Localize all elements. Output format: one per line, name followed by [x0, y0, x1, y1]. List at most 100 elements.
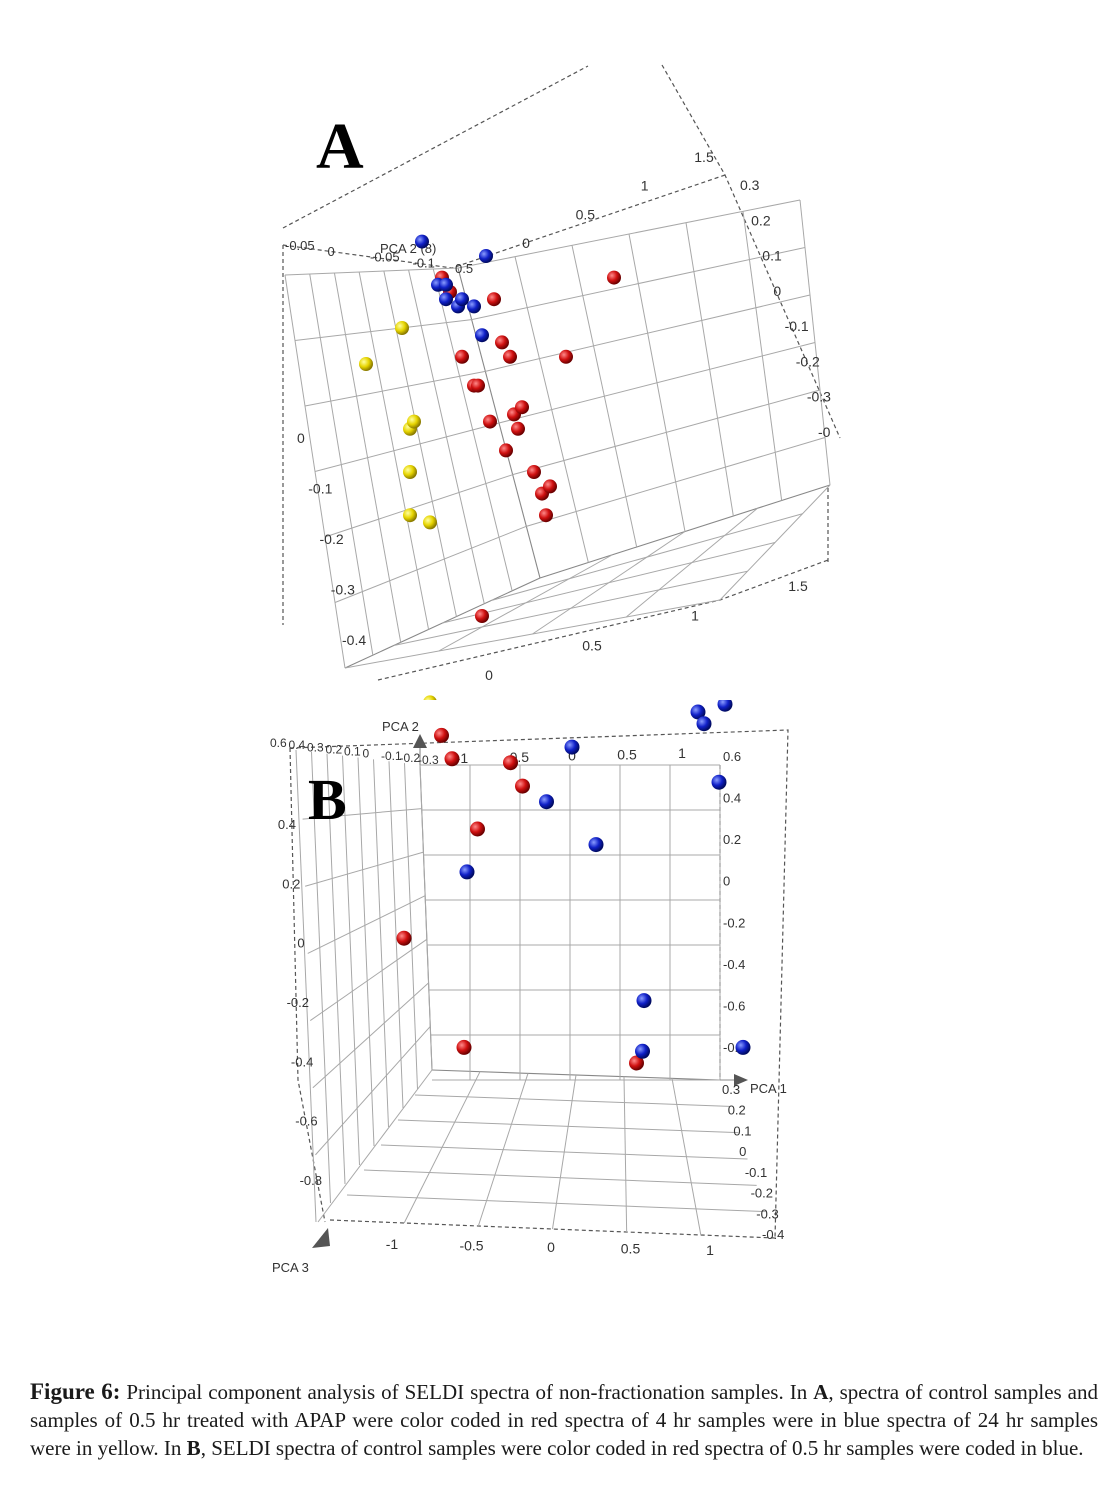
b-tick-topleft-8: -0.3 — [418, 753, 439, 767]
a-tick-top-3: 1.5 — [694, 149, 714, 165]
b-point-s0-0 — [434, 727, 449, 743]
a-point-s0-8 — [499, 443, 513, 458]
a-point-s0-4 — [471, 378, 485, 393]
b-tick-top-3: 0.5 — [617, 746, 637, 762]
b-grid-left-v-4 — [357, 757, 375, 1147]
b-point-s0-6 — [456, 1039, 472, 1055]
a-tick-right-2: 0.1 — [762, 248, 782, 264]
b-grid-left-v-8 — [419, 764, 433, 1071]
a-point-s1-8 — [479, 249, 493, 263]
grid-back-v-3 — [628, 233, 686, 532]
b-tick-topleft-7: -0.2 — [400, 751, 421, 765]
b-tick-bottom-0: -1 — [386, 1236, 399, 1252]
box-edge-bottom — [377, 559, 829, 681]
caption-text-1: Principal component analysis of SELDI sp… — [120, 1380, 814, 1404]
b-point-s0-3 — [515, 778, 530, 794]
a-tick-topleft-2: -0.05 — [370, 250, 400, 265]
b-tick-bottom-4: 1 — [706, 1242, 714, 1258]
b-grid-left-v-3 — [342, 755, 360, 1166]
b-grid-floor-b-5 — [346, 1194, 766, 1213]
a-point-s1-6 — [467, 299, 481, 314]
b-grid-left-h-2 — [305, 851, 424, 887]
a-point-s0-17 — [559, 349, 573, 364]
b-grid-floor-b-4 — [363, 1169, 757, 1186]
a-point-s2-5 — [403, 508, 417, 523]
b-grid-left-v-2 — [326, 753, 346, 1185]
panel-label-b: B — [308, 767, 347, 832]
a-point-s2-3 — [407, 414, 421, 429]
b-tick-bottom-3: 0.5 — [621, 1241, 641, 1257]
b-point-s0-4 — [470, 821, 485, 837]
b-arrow-pca3-icon — [312, 1228, 330, 1248]
b-grid-left-h-6 — [315, 1026, 431, 1156]
b-tick-topleft-1: 0.4 — [289, 738, 306, 752]
a-tick-topleft-4: 0.5 — [455, 261, 473, 276]
b-point-s1-1 — [564, 739, 580, 755]
grid-left-h-2 — [324, 474, 513, 538]
a-point-s0-5 — [483, 414, 497, 429]
axis-label-pca3-b: PCA 3 — [272, 1260, 309, 1275]
b-tick-right-0: 0.6 — [723, 749, 741, 764]
b-tick-topleft-4: 0.1 — [344, 745, 361, 759]
b-tick-left-4: -0.4 — [291, 1054, 313, 1069]
grid-left-h-3 — [314, 422, 500, 472]
b-grid-floor-b-1 — [414, 1094, 730, 1107]
a-point-s0-13 — [527, 465, 541, 479]
axis-label-pca1-b: PCA 1 — [750, 1081, 787, 1096]
a-point-s0-7 — [495, 335, 509, 350]
a-point-s1-0 — [415, 234, 429, 249]
b-tick-left-3: -0.2 — [287, 995, 309, 1010]
a-tick-top-2: 1 — [641, 178, 649, 194]
b-box-edge-left — [289, 747, 326, 1223]
b-grid-left-v-0 — [295, 749, 317, 1223]
b-point-s1-11 — [735, 1039, 751, 1055]
grid-back-v-2 — [571, 245, 638, 548]
b-grid-left-h-3 — [307, 895, 426, 954]
a-tick-left-0: 0 — [297, 430, 305, 446]
b-point-s1-9 — [717, 700, 733, 712]
a-point-s0-15 — [539, 508, 553, 523]
a-tick-right-4: -0.1 — [785, 318, 809, 334]
a-point-s2-6 — [423, 515, 437, 530]
b-grid-left-h-5 — [312, 982, 429, 1089]
pca-chart-b: 0.40.20-0.2-0.4-0.6-0.80.6 0.4 0.3 0.2 0.1 0-… — [270, 700, 789, 1275]
b-point-s1-2 — [539, 794, 554, 810]
a-tick-right-0: 0.3 — [740, 177, 760, 193]
b-tick-bottom-1: -0.5 — [459, 1238, 483, 1254]
a-tick-left-3: -0.3 — [331, 582, 355, 598]
b-point-s1-5 — [636, 993, 652, 1009]
a-tick-topleft-0: -0.05 — [285, 238, 315, 253]
a-tick-top-1: 0.5 — [576, 206, 596, 222]
b-tick-rightdepth-5: -0.2 — [751, 1186, 773, 1201]
a-tick-left-1: -0.1 — [308, 481, 332, 497]
b-grid-left-h-1 — [302, 808, 422, 820]
grid-floor-b-2 — [442, 542, 776, 624]
a-tick-topleft-1: 0 — [328, 244, 335, 259]
box-edge-back — [282, 174, 726, 269]
a-point-s1-7 — [475, 328, 489, 343]
a-tick-bottom-3: 1.5 — [788, 578, 808, 594]
caption-bold-b: B — [186, 1436, 201, 1460]
a-point-s0-16 — [543, 479, 557, 494]
b-tick-topleft-5: 0 — [363, 747, 370, 761]
panel-label-a: A — [316, 110, 364, 183]
b-point-s0-1 — [444, 751, 460, 767]
axis-label-pca2-b: PCA 2 — [382, 719, 419, 734]
b-grid-left-v-5 — [373, 759, 389, 1128]
a-tick-bottom-0: 0 — [485, 667, 493, 683]
b-tick-right-5: -0.4 — [723, 957, 745, 972]
a-point-s0-18 — [607, 270, 621, 285]
b-grid-left-h-7 — [317, 1069, 433, 1223]
grid-floor-b-1 — [491, 513, 803, 601]
a-point-s2-7 — [423, 695, 437, 700]
a-point-s2-4 — [403, 465, 417, 479]
grid-floor-b-4 — [344, 599, 721, 669]
a-tick-right-5: -0.2 — [796, 353, 820, 369]
b-grid-floor-b-3 — [380, 1144, 748, 1160]
b-arrow-pca1-icon — [734, 1074, 748, 1086]
a-tick-bottom-1: 0.5 — [582, 637, 602, 653]
b-tick-bottom-2: 0 — [547, 1239, 555, 1255]
grid-back-v-1 — [514, 256, 589, 563]
b-grid-floor-b-2 — [397, 1119, 739, 1134]
